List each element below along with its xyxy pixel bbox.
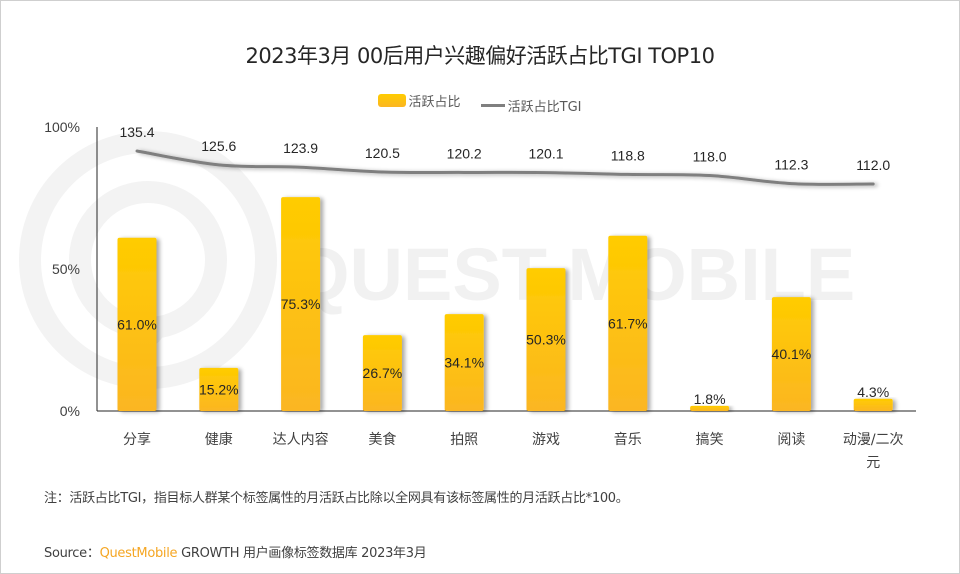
chart-title: 2023年3月 00后用户兴趣偏好活跃占比TGI TOP10 <box>245 44 715 68</box>
bar-8[interactable] <box>690 405 730 411</box>
tgi-value-label: 135.4 <box>119 124 154 140</box>
x-tick-label: 动漫/二次元 <box>843 432 904 471</box>
x-tick-label: 搞笑 <box>696 432 724 448</box>
legend: 活跃占比 活跃占比TGI <box>0 91 960 115</box>
bar-4[interactable] <box>362 335 402 411</box>
bar-value-label: 50.3% <box>526 332 566 348</box>
bar-5[interactable] <box>444 314 484 411</box>
y-tick-label: 50% <box>52 261 80 277</box>
legend-bar-swatch <box>378 94 407 107</box>
bar-1[interactable] <box>117 237 157 411</box>
tgi-value-label: 120.1 <box>528 146 563 162</box>
bar-value-label: 4.3% <box>857 384 889 400</box>
x-tick-label: 拍照 <box>450 432 478 448</box>
tgi-value-label: 112.0 <box>856 157 890 173</box>
bar-3[interactable] <box>281 197 321 411</box>
x-tick-label: 分享 <box>123 431 151 448</box>
bar-value-label: 40.1% <box>772 346 812 362</box>
y-tick-label: 100% <box>44 119 80 135</box>
x-tick-label: 健康 <box>205 431 233 448</box>
bar-value-label: 15.2% <box>199 381 239 397</box>
source-label: Source： <box>44 546 100 561</box>
legend-item-tgi[interactable]: 活跃占比TGI <box>480 96 582 115</box>
legend-label: 活跃占比TGI <box>507 100 582 115</box>
tgi-value-label: 118.8 <box>611 147 645 163</box>
tgi-value-label: 112.3 <box>774 157 808 173</box>
x-tick-label: 阅读 <box>777 431 805 448</box>
x-tick-label: 达人内容 <box>273 431 329 448</box>
x-tick-label-line: 元 <box>866 455 880 471</box>
bar-value-label: 61.0% <box>117 316 157 332</box>
bar-10[interactable] <box>853 398 893 411</box>
legend-label: 活跃占比 <box>408 95 461 110</box>
tgi-value-label: 123.9 <box>283 140 318 156</box>
bar-value-label: 75.3% <box>281 296 321 312</box>
source-text: GROWTH 用户画像标签数据库 2023年3月 <box>177 546 427 561</box>
source-brand: QuestMobile <box>99 546 178 561</box>
bar-value-label: 34.1% <box>444 355 484 371</box>
legend-item-active-share[interactable]: 活跃占比 <box>378 91 461 110</box>
bar-2[interactable] <box>199 367 239 411</box>
x-tick-label-line: 动漫/二次 <box>843 432 904 448</box>
y-tick-label: 0% <box>60 403 80 419</box>
tgi-line[interactable] <box>135 149 875 186</box>
bar-value-label: 61.7% <box>608 315 648 331</box>
x-tick-label: 音乐 <box>614 431 642 448</box>
tgi-value-label: 125.6 <box>201 138 236 154</box>
bar-value-label: 1.8% <box>694 391 726 407</box>
tgi-value-label: 118.0 <box>693 149 727 165</box>
bar-6[interactable] <box>526 268 566 411</box>
tgi-value-label: 120.2 <box>447 145 482 161</box>
legend-line-swatch <box>480 104 505 107</box>
source-line: Source：QuestMobile GROWTH 用户画像标签数据库 2023… <box>44 542 427 561</box>
tgi-value-label: 120.5 <box>365 145 400 161</box>
x-tick-label: 美食 <box>368 431 396 448</box>
x-tick-label: 游戏 <box>532 432 560 448</box>
watermark-text: QUEST MOBILE <box>292 233 855 316</box>
bar-7[interactable] <box>608 235 648 411</box>
bar-value-label: 26.7% <box>363 365 403 381</box>
bar-9[interactable] <box>771 297 811 411</box>
footnote: 注：活跃占比TGI，指目标人群某个标签属性的月活跃占比除以全网具有该标签属性的月… <box>44 491 629 506</box>
